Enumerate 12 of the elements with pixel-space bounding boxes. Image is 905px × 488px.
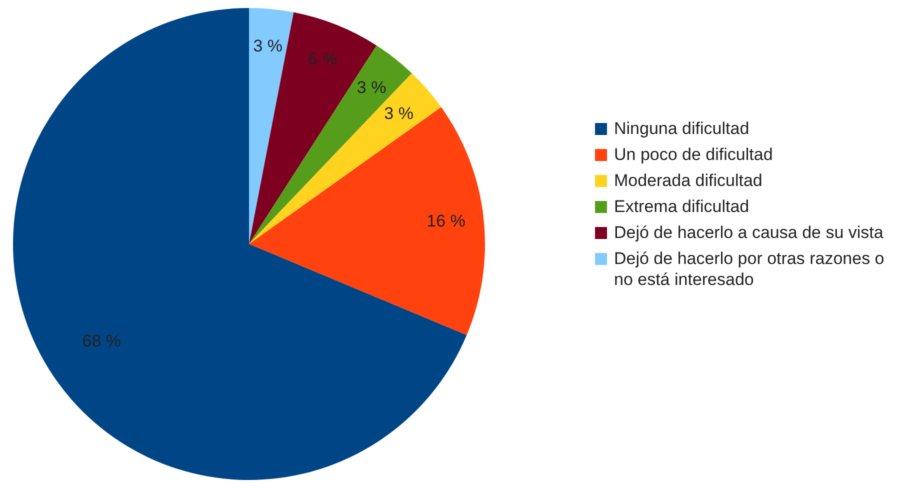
data-label: 68 % xyxy=(82,332,122,351)
legend-label: Un poco de dificultad xyxy=(614,144,773,165)
legend-label: Moderada dificultad xyxy=(614,170,762,191)
data-label: 3 % xyxy=(356,78,386,97)
legend-label: Dejó de hacerlo por otras razones o no está interesado xyxy=(614,248,886,290)
data-label: 3 % xyxy=(253,36,282,56)
legend-label: Ninguna dificultad xyxy=(614,118,750,139)
data-label: 3 % xyxy=(384,104,414,123)
data-label: 6 % xyxy=(308,50,338,69)
data-label: 16 % xyxy=(426,212,466,231)
legend-label: Extrema dificultad xyxy=(614,196,750,217)
legend-label: Dejó de hacerlo a causa de su vista xyxy=(614,222,884,243)
